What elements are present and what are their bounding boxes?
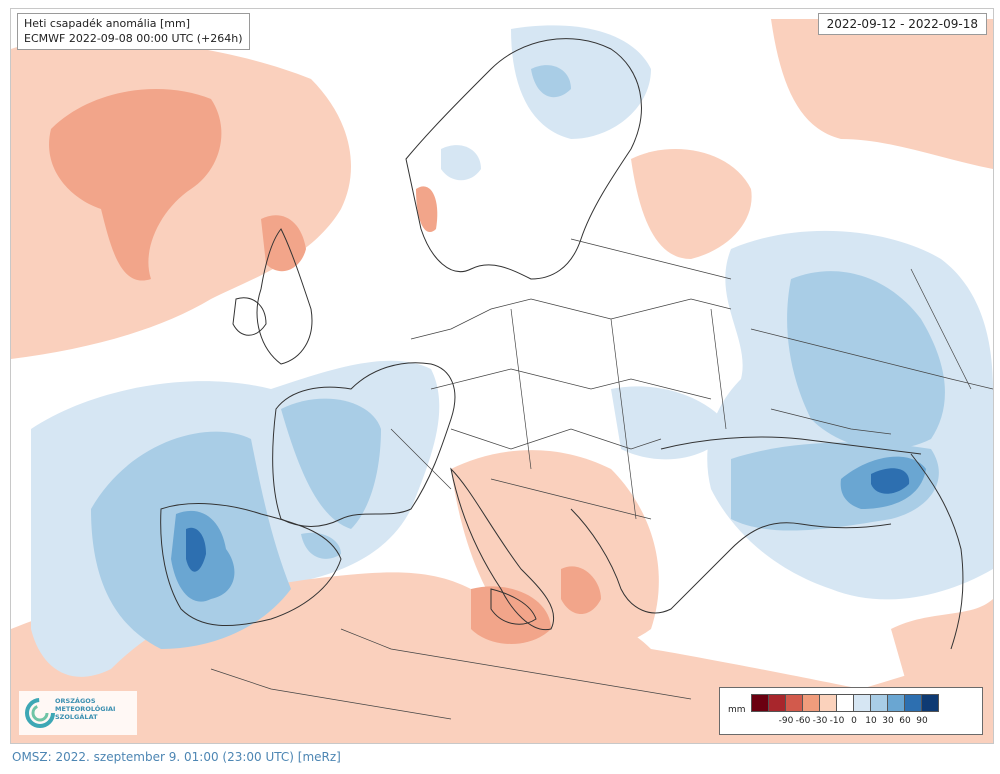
omsz-logo: ORSZÁGOS METEOROLÓGIAI SZOLGÁLAT xyxy=(19,691,137,735)
omsz-logo-text: ORSZÁGOS METEOROLÓGIAI SZOLGÁLAT xyxy=(55,697,116,721)
legend-ticks: -90 -60 -30 -10 0 10 30 60 90 xyxy=(752,716,982,728)
legend-tick-label: 10 xyxy=(865,716,877,726)
legend-tick-label: 0 xyxy=(851,716,857,726)
legend-unit: mm xyxy=(728,705,746,715)
legend-tick-label: 90 xyxy=(916,716,928,726)
precipitation-anomaly-map xyxy=(11,19,993,743)
legend-tick-label: -90 xyxy=(778,716,794,726)
legend: mm -90 -60 -30 -10 0 10 30 60 90 xyxy=(719,687,983,735)
legend-swatch xyxy=(785,694,803,712)
legend-swatch xyxy=(802,694,820,712)
wet-anomaly-max xyxy=(186,468,910,572)
legend-tick-label: 60 xyxy=(899,716,911,726)
map-subtitle: ECMWF 2022-09-08 00:00 UTC (+264h) xyxy=(24,32,243,45)
legend-swatch xyxy=(768,694,786,712)
legend-tick-label: 30 xyxy=(882,716,894,726)
legend-swatch xyxy=(904,694,922,712)
map-title-box: Heti csapadék anomália [mm] ECMWF 2022-0… xyxy=(17,13,250,50)
coastlines xyxy=(160,38,964,650)
legend-tick-label: -30 xyxy=(812,716,828,726)
legend-swatch xyxy=(819,694,837,712)
legend-swatch xyxy=(870,694,888,712)
period-label: 2022-09-12 - 2022-09-18 xyxy=(817,13,987,35)
legend-swatch xyxy=(751,694,769,712)
legend-swatch xyxy=(921,694,939,712)
legend-swatch xyxy=(853,694,871,712)
legend-swatch xyxy=(836,694,854,712)
legend-colorbar xyxy=(751,694,939,712)
legend-swatch xyxy=(887,694,905,712)
footer-credit: OMSZ: 2022. szeptember 9. 01:00 (23:00 U… xyxy=(12,750,341,764)
omsz-logo-icon xyxy=(25,698,55,728)
map-title: Heti csapadék anomália [mm] xyxy=(24,17,191,30)
legend-tick-label: -10 xyxy=(829,716,845,726)
map-panel: Heti csapadék anomália [mm] ECMWF 2022-0… xyxy=(10,8,994,744)
country-borders xyxy=(210,238,993,720)
legend-tick-label: -60 xyxy=(795,716,811,726)
